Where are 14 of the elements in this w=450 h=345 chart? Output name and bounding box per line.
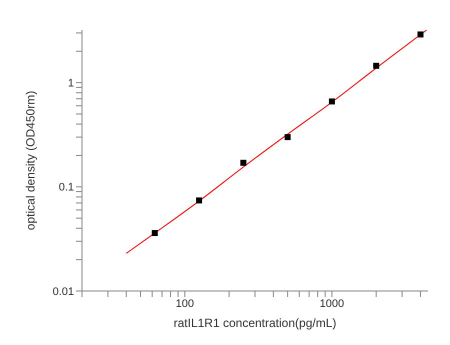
y-axis-title: optical density (OD450rm) [23,90,38,230]
y-tick-label: 0.01 [52,286,74,298]
x-axis-title: ratIL1R1 concentration(pg/mL) [174,316,336,330]
point [328,98,335,104]
point [152,230,158,236]
point [240,160,246,166]
point [284,134,291,140]
y-tick-label: 1 [68,78,74,90]
point [196,197,202,204]
point [373,62,380,69]
x-tick-label: 100 [176,298,194,310]
x-tick-label: 1000 [320,298,344,310]
point [417,31,424,38]
y-tick-label: 0.1 [58,182,74,194]
